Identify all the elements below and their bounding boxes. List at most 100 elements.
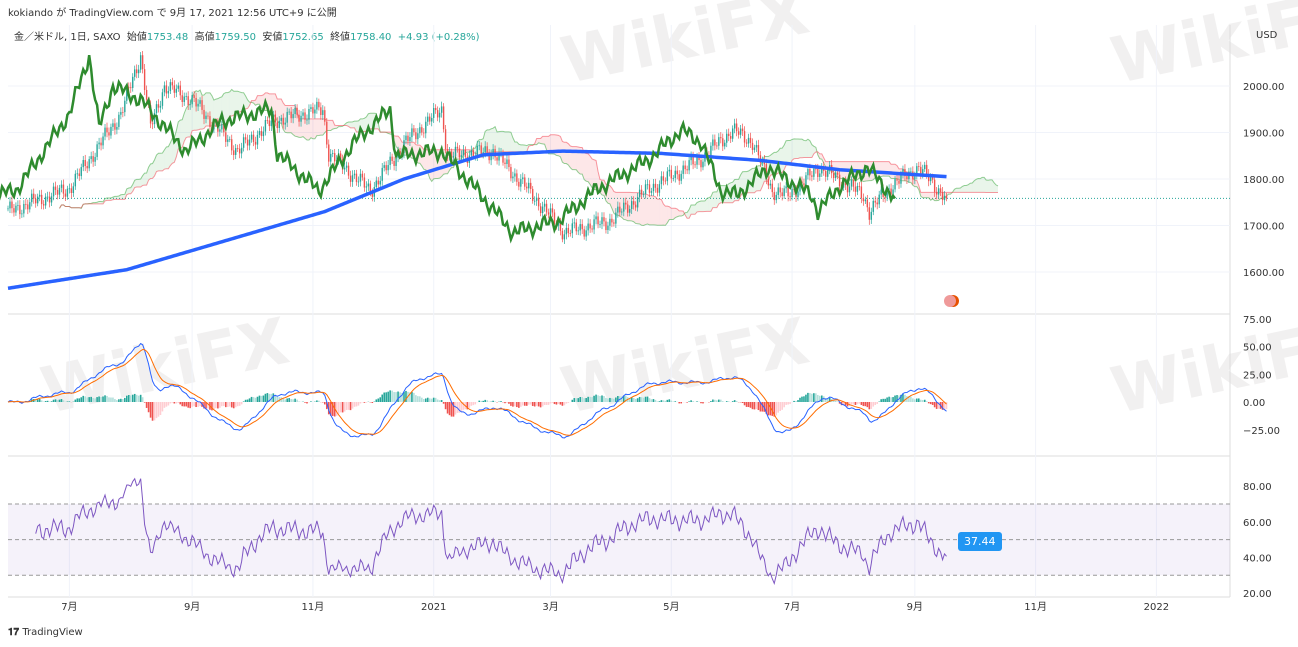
- macd-histogram-bar: [933, 402, 936, 408]
- candle: [330, 149, 332, 167]
- candle: [678, 170, 680, 185]
- macd-histogram-bar: [648, 398, 651, 402]
- ichimoku-cloud: [625, 192, 628, 221]
- macd-tick-label: 0.00: [1243, 398, 1265, 409]
- candle: [221, 120, 223, 133]
- macd-histogram-bar: [882, 398, 884, 402]
- candle: [714, 134, 716, 151]
- macd-histogram-bar: [96, 397, 98, 402]
- candle: [581, 219, 583, 234]
- candle: [613, 219, 615, 227]
- candle-body: [868, 207, 870, 220]
- ichimoku-cloud: [182, 113, 185, 148]
- macd-histogram-bar: [74, 399, 77, 402]
- candle: [207, 112, 209, 120]
- ichimoku-cloud: [631, 192, 634, 222]
- candle-body: [205, 115, 207, 119]
- ichimoku-cloud: [431, 149, 434, 182]
- candle-body: [496, 157, 498, 161]
- macd-histogram-bar: [908, 396, 910, 402]
- ichimoku-cloud: [126, 188, 129, 195]
- candle: [35, 194, 37, 208]
- macd-histogram-bar: [850, 402, 853, 405]
- candle-body: [44, 196, 47, 206]
- candle-body: [122, 112, 124, 113]
- ichimoku-cloud: [253, 100, 256, 106]
- candle: [551, 203, 554, 218]
- candle: [478, 140, 480, 151]
- ichimoku-cloud: [968, 183, 971, 193]
- macd-histogram-bar: [440, 400, 443, 402]
- macd-histogram-bar: [763, 402, 766, 412]
- macd-histogram-bar: [813, 393, 815, 402]
- candle: [332, 149, 334, 158]
- candle-body: [943, 195, 946, 201]
- ichimoku-cloud: [188, 104, 191, 137]
- macd-histogram-bar: [593, 395, 595, 402]
- macd-histogram-bar: [741, 402, 744, 403]
- candle-body: [631, 201, 633, 210]
- event-flag-icon[interactable]: [944, 295, 956, 307]
- candle-body: [27, 204, 29, 210]
- macd-histogram-bar: [365, 402, 368, 403]
- candle: [132, 73, 134, 92]
- macd-histogram-bar: [415, 395, 417, 402]
- macd-histogram-bar: [595, 394, 597, 402]
- candle-body: [334, 153, 336, 162]
- ichimoku-cloud: [495, 126, 498, 152]
- candle: [642, 191, 645, 198]
- candle: [290, 106, 292, 123]
- ichimoku-cloud: [144, 172, 147, 186]
- ichimoku-cloud: [926, 192, 929, 198]
- macd-histogram-bar: [161, 402, 164, 412]
- candle-body: [743, 131, 746, 143]
- macd-histogram-bar: [931, 402, 934, 405]
- candle-body: [512, 176, 514, 179]
- candle: [70, 183, 73, 199]
- candle: [100, 137, 102, 151]
- macd-histogram-bar: [822, 396, 825, 402]
- ichimoku-cloud: [930, 192, 933, 201]
- candle-body: [836, 172, 839, 175]
- macd-histogram-bar: [894, 395, 896, 402]
- candle: [274, 110, 276, 127]
- candle-body: [787, 186, 789, 197]
- candle-body: [110, 126, 112, 136]
- candle: [363, 173, 366, 192]
- ichimoku-cloud: [675, 208, 678, 218]
- ichimoku-cloud: [809, 140, 812, 158]
- macd-histogram-bar: [438, 400, 441, 402]
- ichimoku-cloud: [520, 144, 523, 152]
- candle-body: [151, 123, 154, 125]
- candle: [278, 116, 280, 133]
- candle-body: [124, 100, 126, 113]
- macd-histogram-bar: [383, 392, 385, 402]
- ichimoku-cloud: [497, 131, 500, 152]
- candle-body: [848, 186, 851, 193]
- candle-body: [518, 181, 520, 187]
- candle: [316, 97, 318, 114]
- macd-histogram-bar: [735, 400, 738, 402]
- candle-body: [120, 112, 122, 115]
- ichimoku-cloud: [257, 95, 260, 105]
- candle-body: [696, 157, 698, 165]
- ichimoku-cloud: [956, 188, 959, 193]
- candle: [492, 144, 494, 160]
- macd-histogram-bar: [605, 397, 607, 402]
- tradingview-logo[interactable]: 𝟏𝟕 TradingView: [8, 627, 83, 638]
- ichimoku-cloud: [200, 90, 203, 130]
- candle: [458, 145, 461, 161]
- candle: [811, 171, 813, 182]
- macd-histogram-bar: [535, 402, 538, 406]
- macd-histogram-bar: [508, 402, 510, 404]
- candle: [262, 126, 265, 142]
- macd-histogram-bar: [815, 393, 817, 402]
- candle: [623, 197, 625, 217]
- ichimoku-cloud: [712, 191, 715, 208]
- candle: [644, 179, 647, 199]
- macd-histogram-bar: [276, 396, 279, 402]
- candle-body: [375, 180, 377, 188]
- candle-body: [193, 95, 195, 98]
- macd-histogram-bar: [492, 400, 494, 402]
